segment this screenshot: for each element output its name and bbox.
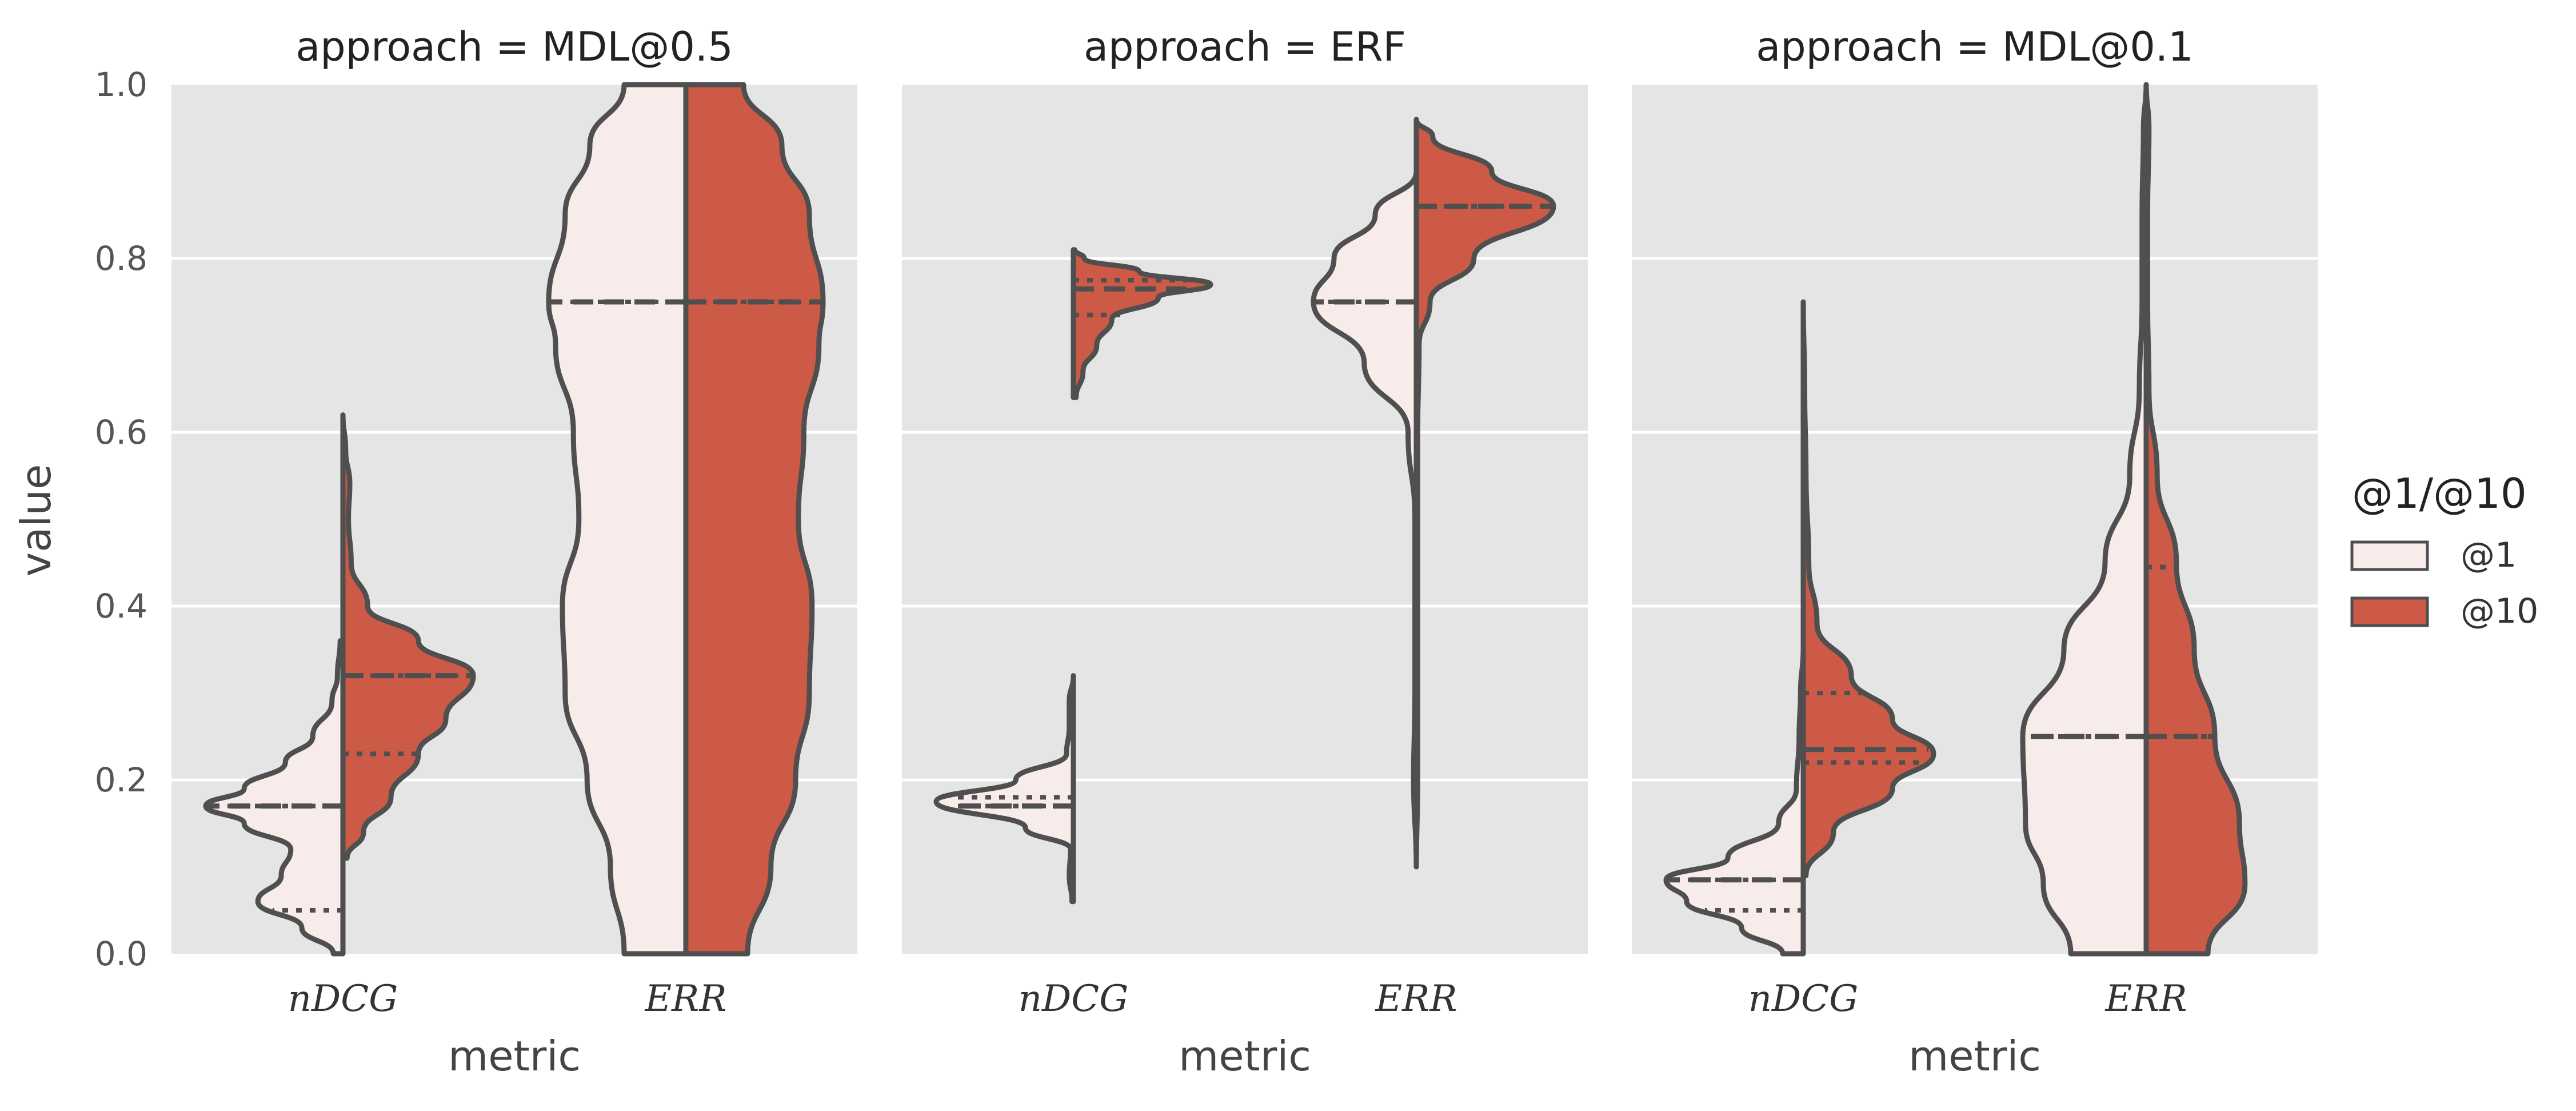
legend-entries: @1@10 (2350, 535, 2538, 631)
legend-swatch-at10 (2350, 596, 2429, 627)
x-axis-title: metric (448, 1032, 581, 1080)
panel-title: approach = ERF (1084, 23, 1406, 70)
x-tick-label: ERR (2104, 978, 2187, 1020)
violin-ndcg (203, 412, 476, 957)
x-axis-title: metric (1179, 1032, 1311, 1080)
panels-layer: approach = MDL@0.5 0.0 0.2 0.4 0.6 0.8 1.0 nDCG… (95, 23, 2318, 1080)
violin-half-at10 (340, 412, 476, 861)
legend-label-at1: @1 (2461, 535, 2517, 575)
x-tick-label: nDCG (1019, 978, 1129, 1020)
panel-title: approach = MDL@0.1 (1756, 23, 2193, 70)
violin-half-at10 (1413, 117, 1556, 870)
violin-err (546, 82, 826, 957)
legend-title: @1/@10 (2352, 469, 2527, 517)
y-tick-label: 0.8 (95, 239, 147, 278)
y-tick-label: 0.0 (95, 934, 147, 973)
panel-1: approach = MDL@0.5 0.0 0.2 0.4 0.6 0.8 1.0 nDCG… (95, 23, 857, 1080)
legend-swatch-at1 (2350, 540, 2429, 571)
legend: @1/@10 @1@10 (2350, 469, 2538, 631)
panel-3: approach = MDL@0.1 nDCG ERR metric (1632, 23, 2318, 1080)
x-tick-label: nDCG (1748, 978, 1859, 1020)
y-axis-title: value (12, 464, 60, 577)
violin-half-at10 (1800, 299, 1936, 878)
y-tick-label: 0.6 (95, 413, 147, 452)
panel-2: approach = ERF nDCG ERR metric (902, 23, 1588, 1080)
y-tick-label: 0.4 (95, 587, 147, 626)
y-tick-label: 1.0 (95, 65, 147, 104)
panel-title: approach = MDL@0.5 (295, 23, 733, 70)
violin-err (1311, 117, 1556, 870)
violin-half-at10 (2143, 82, 2248, 957)
x-tick-label: ERR (644, 978, 726, 1020)
x-axis-title: metric (1908, 1032, 2041, 1080)
violin-ndcg (933, 247, 1213, 905)
y-tick-label: 0.2 (95, 760, 147, 799)
legend-label-at10: @10 (2461, 591, 2538, 631)
x-tick-label: nDCG (288, 978, 398, 1020)
x-tick-label: ERR (1375, 978, 1457, 1020)
violin-ndcg (1663, 299, 1936, 957)
violin-err (2020, 82, 2248, 957)
violin-half-at1 (933, 673, 1076, 905)
